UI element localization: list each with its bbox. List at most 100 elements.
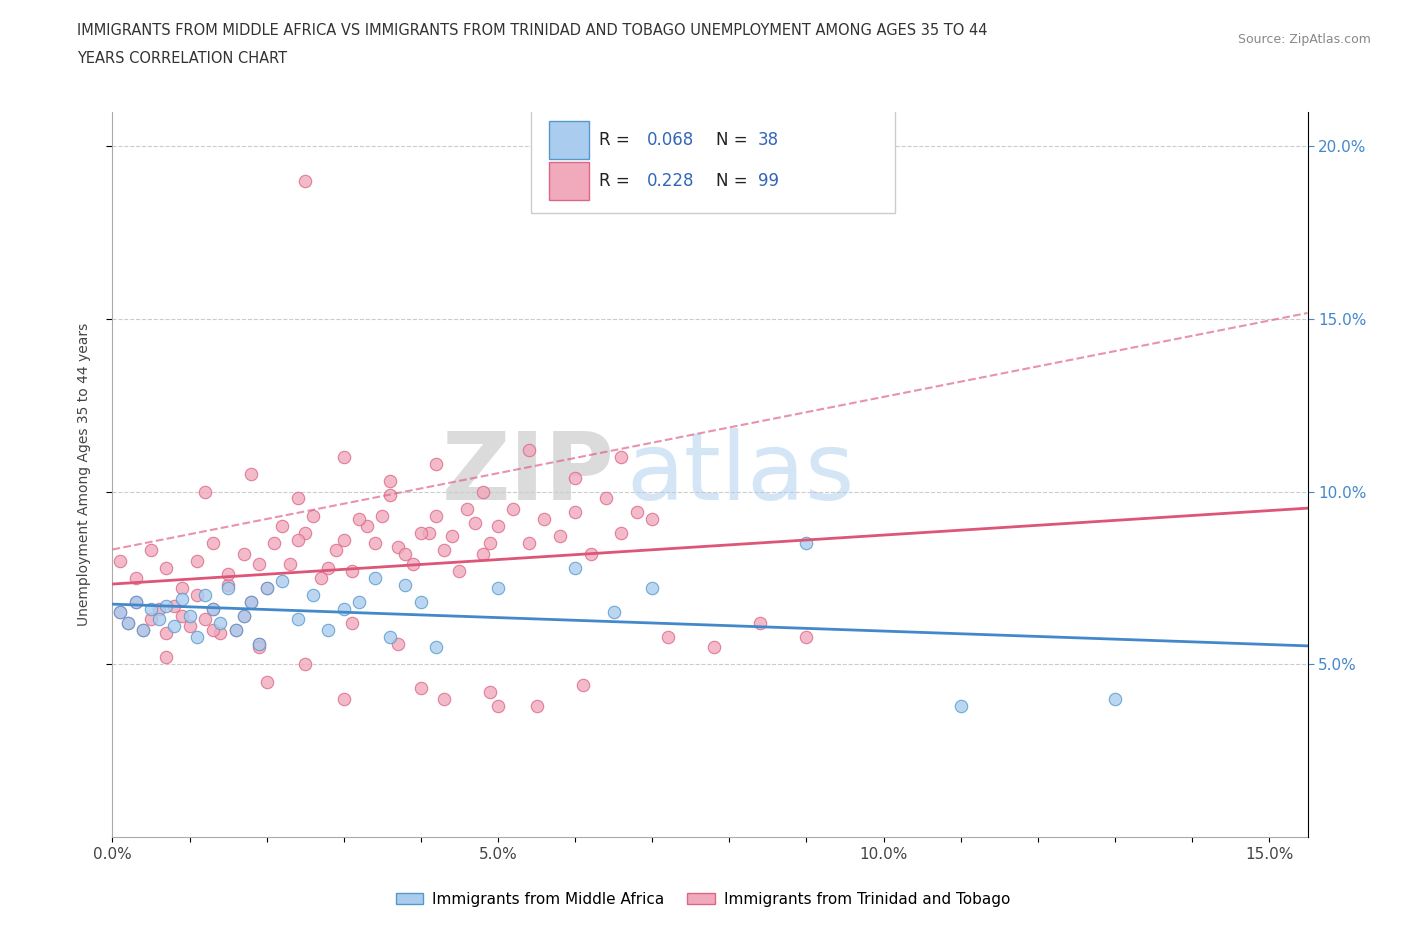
Point [139,543,162,558]
Point [287,533,309,548]
Point [564,560,586,575]
Point [163,598,186,613]
Point [579,546,602,561]
Point [155,560,177,575]
Point [194,612,217,627]
Point [564,505,586,520]
Text: atlas: atlas [627,429,855,520]
Point [132,622,155,637]
Point [387,636,409,651]
Point [309,570,332,585]
Point [526,698,548,713]
Point [333,449,356,464]
Text: YEARS CORRELATION CHART: YEARS CORRELATION CHART [77,51,287,66]
Point [139,612,162,627]
Point [641,512,664,526]
Point [378,473,401,488]
Point [186,588,208,603]
Point [796,536,818,551]
Point [179,608,201,623]
Point [155,650,177,665]
Point [610,449,633,464]
Point [418,525,440,540]
Text: IMMIGRANTS FROM MIDDLE AFRICA VS IMMIGRANTS FROM TRINIDAD AND TOBAGO UNEMPLOYMEN: IMMIGRANTS FROM MIDDLE AFRICA VS IMMIGRA… [77,23,988,38]
Text: R =: R = [599,131,636,149]
Point [378,630,401,644]
Point [703,640,725,655]
Point [626,505,648,520]
Point [163,618,186,633]
Point [108,553,131,568]
Point [287,612,309,627]
Point [124,594,146,609]
Point [433,543,456,558]
Point [247,557,270,572]
Point [232,608,254,623]
Point [479,536,502,551]
Point [201,602,224,617]
Y-axis label: Unemployment Among Ages 35 to 44 years: Unemployment Among Ages 35 to 44 years [77,323,91,626]
Point [347,512,370,526]
Point [170,581,193,596]
Point [186,553,208,568]
Point [201,602,224,617]
Point [409,681,432,696]
Point [271,574,294,589]
Point [318,560,340,575]
Point [371,509,394,524]
Point [240,467,263,482]
Point [148,602,170,617]
Point [240,594,263,609]
Point [247,640,270,655]
Point [333,533,356,548]
FancyBboxPatch shape [548,163,589,200]
Point [256,581,278,596]
Point [201,622,224,637]
Text: 99: 99 [758,172,779,191]
Point [333,691,356,706]
Point [302,509,325,524]
Point [402,557,425,572]
Text: N =: N = [716,131,752,149]
Point [325,543,347,558]
Point [449,564,471,578]
Point [232,546,254,561]
Point [471,485,494,499]
Text: ZIP: ZIP [441,429,614,520]
Point [333,602,356,617]
Text: 0.228: 0.228 [647,172,695,191]
Point [240,594,263,609]
Point [247,636,270,651]
Text: Source: ZipAtlas.com: Source: ZipAtlas.com [1237,33,1371,46]
Text: 0.068: 0.068 [647,131,695,149]
Point [486,519,509,534]
Point [225,622,247,637]
Point [294,657,316,671]
Legend: Immigrants from Middle Africa, Immigrants from Trinidad and Tobago: Immigrants from Middle Africa, Immigrant… [389,886,1017,913]
Point [602,605,624,620]
Point [471,546,494,561]
Point [302,588,325,603]
Point [278,557,301,572]
Point [363,570,385,585]
Point [409,594,432,609]
Point [347,594,370,609]
Point [179,618,201,633]
Point [263,536,285,551]
Point [148,612,170,627]
Point [595,491,617,506]
Text: N =: N = [716,172,752,191]
Point [363,536,385,551]
Point [572,678,595,693]
FancyBboxPatch shape [548,121,589,159]
Point [194,485,217,499]
Point [394,546,416,561]
Point [425,457,447,472]
Point [949,698,972,713]
Point [186,630,208,644]
Point [564,471,586,485]
Point [1104,691,1126,706]
Point [124,570,146,585]
Point [247,636,270,651]
Point [194,588,217,603]
